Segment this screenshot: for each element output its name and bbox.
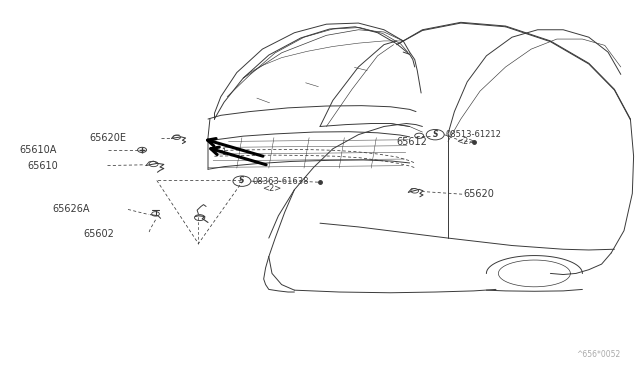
Text: <2>: <2> [456,137,475,146]
Text: 65620E: 65620E [90,134,127,143]
Text: S: S [433,130,438,139]
Text: 65620: 65620 [463,189,494,199]
Text: S: S [239,176,244,185]
Text: 65610A: 65610A [19,145,56,155]
Text: <2>: <2> [262,184,282,193]
Text: 65612: 65612 [397,137,428,147]
Text: 65602: 65602 [83,230,114,239]
Text: 1: 1 [221,148,227,157]
Text: 08363-61638: 08363-61638 [252,177,308,186]
Text: 65610: 65610 [27,161,58,170]
Text: 08513-61212: 08513-61212 [445,130,501,139]
Text: 65626A: 65626A [52,205,90,214]
Text: ^656*0052: ^656*0052 [577,350,621,359]
